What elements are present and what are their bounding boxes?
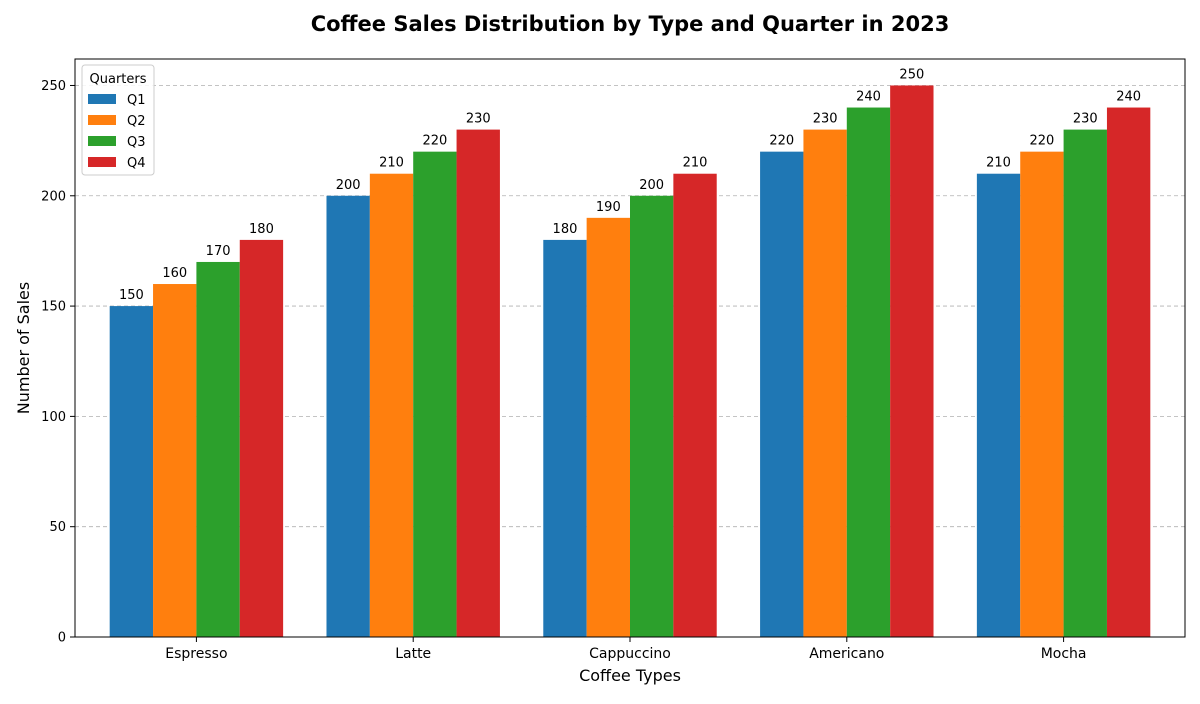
y-tick-label: 100 bbox=[41, 410, 66, 425]
data-label: 240 bbox=[1116, 90, 1141, 105]
data-label: 210 bbox=[379, 156, 404, 171]
x-tick-label: Mocha bbox=[1041, 646, 1087, 662]
x-tick-label: Cappuccino bbox=[589, 646, 671, 662]
legend-entry-q2: Q2 bbox=[127, 114, 146, 129]
bar-q3-latte bbox=[413, 151, 457, 637]
bar-q3-cappuccino bbox=[630, 195, 674, 637]
bar-q1-latte bbox=[326, 195, 370, 637]
y-tick-label: 250 bbox=[41, 79, 66, 94]
bar-q4-mocha bbox=[1106, 107, 1151, 637]
bar-q4-espresso bbox=[239, 239, 284, 637]
bar-q2-mocha bbox=[1020, 151, 1064, 637]
legend: Quarters Q1 Q2 Q3 Q4 bbox=[81, 64, 155, 176]
legend-title: Quarters bbox=[90, 72, 147, 87]
y-axis-label: Number of Sales bbox=[14, 282, 33, 414]
legend-box bbox=[81, 64, 155, 176]
data-label: 220 bbox=[1030, 134, 1055, 149]
data-label: 180 bbox=[553, 222, 578, 237]
legend-swatch-q3 bbox=[88, 136, 116, 146]
data-labels: 150 160 170 180 200 210 220 230 180 190 200 210 220 2… bbox=[119, 67, 1141, 303]
bar-q4-cappuccino bbox=[673, 173, 717, 637]
bar-q4-latte bbox=[456, 129, 500, 638]
data-label: 230 bbox=[813, 112, 838, 127]
bar-q1-cappuccino bbox=[543, 239, 587, 637]
y-tick-label: 50 bbox=[49, 520, 66, 535]
legend-swatch-q4 bbox=[88, 157, 116, 167]
x-axis-label: Coffee Types bbox=[579, 666, 681, 685]
x-axis-ticks: Espresso Latte Cappuccino Americano Mocha bbox=[165, 637, 1086, 662]
bar-q2-latte bbox=[369, 173, 414, 637]
data-label: 230 bbox=[1073, 112, 1098, 127]
bar-q1-espresso bbox=[109, 306, 154, 637]
bar-q2-espresso bbox=[153, 284, 197, 637]
data-label: 180 bbox=[249, 222, 274, 237]
y-tick-label: 0 bbox=[58, 631, 66, 646]
bar-q2-cappuccino bbox=[586, 217, 630, 637]
legend-entry-q1: Q1 bbox=[127, 93, 146, 108]
data-label: 190 bbox=[596, 200, 621, 215]
legend-entry-q4: Q4 bbox=[127, 156, 146, 171]
data-label: 220 bbox=[422, 134, 447, 149]
legend-swatch-q1 bbox=[88, 94, 116, 104]
legend-entry-q3: Q3 bbox=[127, 135, 146, 150]
data-label: 240 bbox=[856, 90, 881, 105]
y-tick-label: 200 bbox=[41, 189, 66, 204]
data-label: 230 bbox=[466, 112, 491, 127]
data-label: 200 bbox=[336, 178, 361, 193]
bar-q4-americano bbox=[890, 85, 934, 638]
x-tick-label: Americano bbox=[809, 646, 884, 662]
data-label: 200 bbox=[639, 178, 664, 193]
data-label: 160 bbox=[162, 266, 187, 281]
bar-q1-mocha bbox=[976, 173, 1021, 637]
data-label: 250 bbox=[899, 67, 924, 82]
data-label: 170 bbox=[206, 244, 231, 259]
data-label: 220 bbox=[769, 134, 794, 149]
x-tick-label: Latte bbox=[395, 646, 431, 662]
bar-q2-americano bbox=[803, 129, 847, 638]
bar-q3-americano bbox=[846, 107, 891, 637]
y-axis-ticks: 0 50 100 150 200 250 bbox=[41, 79, 75, 646]
bar-q3-mocha bbox=[1063, 129, 1107, 638]
legend-swatch-q2 bbox=[88, 115, 116, 125]
data-label: 150 bbox=[119, 288, 144, 303]
bar-q1-americano bbox=[760, 151, 804, 637]
data-label: 210 bbox=[986, 156, 1011, 171]
chart-title: Coffee Sales Distribution by Type and Qu… bbox=[311, 12, 950, 36]
bars bbox=[109, 85, 1151, 638]
y-tick-label: 150 bbox=[41, 300, 66, 315]
data-label: 210 bbox=[683, 156, 708, 171]
x-tick-label: Espresso bbox=[165, 646, 227, 662]
bar-q3-espresso bbox=[196, 261, 240, 637]
